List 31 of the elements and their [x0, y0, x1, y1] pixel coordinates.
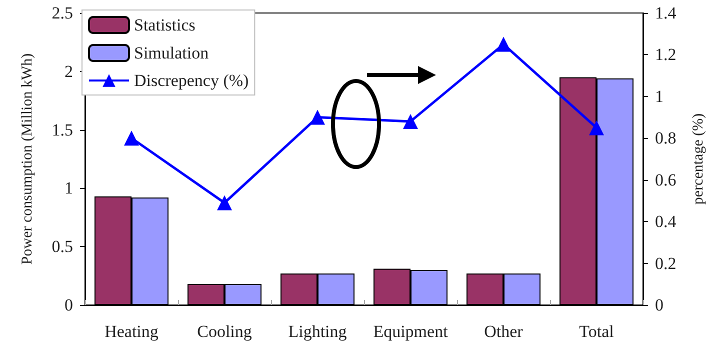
- y-tick-label: 0: [64, 296, 73, 314]
- x-tick-label: Other: [484, 322, 524, 341]
- y-tick-label: 2.5: [52, 4, 73, 22]
- x-tick-label: Cooling: [197, 322, 252, 341]
- legend-label: Statistics: [134, 16, 196, 34]
- point: [589, 120, 604, 136]
- y-tick-label: 1.5: [52, 120, 73, 140]
- x-tick-label: Heating: [104, 322, 159, 341]
- y2-tick-label: 0.4: [655, 212, 677, 232]
- y2-tick-label: 0.2: [655, 254, 676, 273]
- y-tick-label: 0.5: [52, 237, 73, 256]
- y2-tick-label: 0.8: [655, 128, 676, 148]
- point: [124, 130, 139, 146]
- point: [403, 114, 418, 129]
- y2-tick-label: 1: [655, 86, 664, 106]
- y-axis-title: Power consumption (Million kWh): [20, 53, 36, 265]
- point: [310, 110, 325, 125]
- y2-tick-label: 0: [655, 296, 664, 314]
- y2-tick-label: 0.6: [655, 170, 676, 190]
- x-tick-label: Total: [579, 322, 614, 341]
- point: [217, 195, 232, 210]
- x-tick-label: Lighting: [288, 322, 348, 341]
- x-tick-label: Equipment: [373, 322, 448, 341]
- point: [496, 36, 511, 52]
- y2-tick-label: 1.2: [655, 45, 676, 64]
- legend-label: Discrepency (%): [134, 71, 249, 90]
- legend-label: Simulation: [134, 44, 210, 62]
- y-tick-label: 1: [64, 178, 73, 198]
- y2-axis-title: percentage (%): [690, 113, 706, 205]
- y-tick-label: 2: [64, 62, 73, 81]
- y2-tick-label: 1.4: [655, 4, 677, 22]
